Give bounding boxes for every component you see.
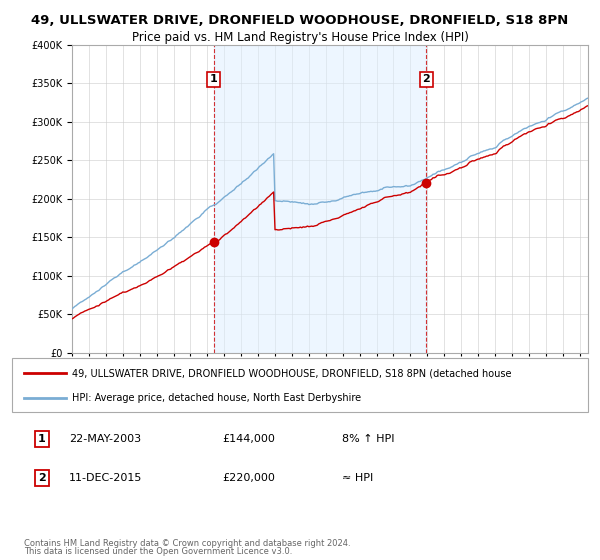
Bar bbox=[214, 45, 426, 353]
Text: £220,000: £220,000 bbox=[222, 473, 275, 483]
Text: This data is licensed under the Open Government Licence v3.0.: This data is licensed under the Open Gov… bbox=[24, 548, 292, 557]
Text: 49, ULLSWATER DRIVE, DRONFIELD WOODHOUSE, DRONFIELD, S18 8PN (detached house: 49, ULLSWATER DRIVE, DRONFIELD WOODHOUSE… bbox=[72, 368, 511, 379]
Text: 49, ULLSWATER DRIVE, DRONFIELD WOODHOUSE, DRONFIELD, S18 8PN: 49, ULLSWATER DRIVE, DRONFIELD WOODHOUSE… bbox=[31, 14, 569, 27]
Text: HPI: Average price, detached house, North East Derbyshire: HPI: Average price, detached house, Nort… bbox=[72, 393, 361, 403]
Text: ≈ HPI: ≈ HPI bbox=[342, 473, 373, 483]
Text: £144,000: £144,000 bbox=[222, 434, 275, 444]
Text: 1: 1 bbox=[210, 74, 218, 85]
Text: 2: 2 bbox=[422, 74, 430, 85]
Text: 8% ↑ HPI: 8% ↑ HPI bbox=[342, 434, 395, 444]
Text: Price paid vs. HM Land Registry's House Price Index (HPI): Price paid vs. HM Land Registry's House … bbox=[131, 31, 469, 44]
Text: 11-DEC-2015: 11-DEC-2015 bbox=[69, 473, 142, 483]
Text: Contains HM Land Registry data © Crown copyright and database right 2024.: Contains HM Land Registry data © Crown c… bbox=[24, 539, 350, 548]
Text: 22-MAY-2003: 22-MAY-2003 bbox=[69, 434, 141, 444]
Text: 1: 1 bbox=[38, 434, 46, 444]
Text: 2: 2 bbox=[38, 473, 46, 483]
